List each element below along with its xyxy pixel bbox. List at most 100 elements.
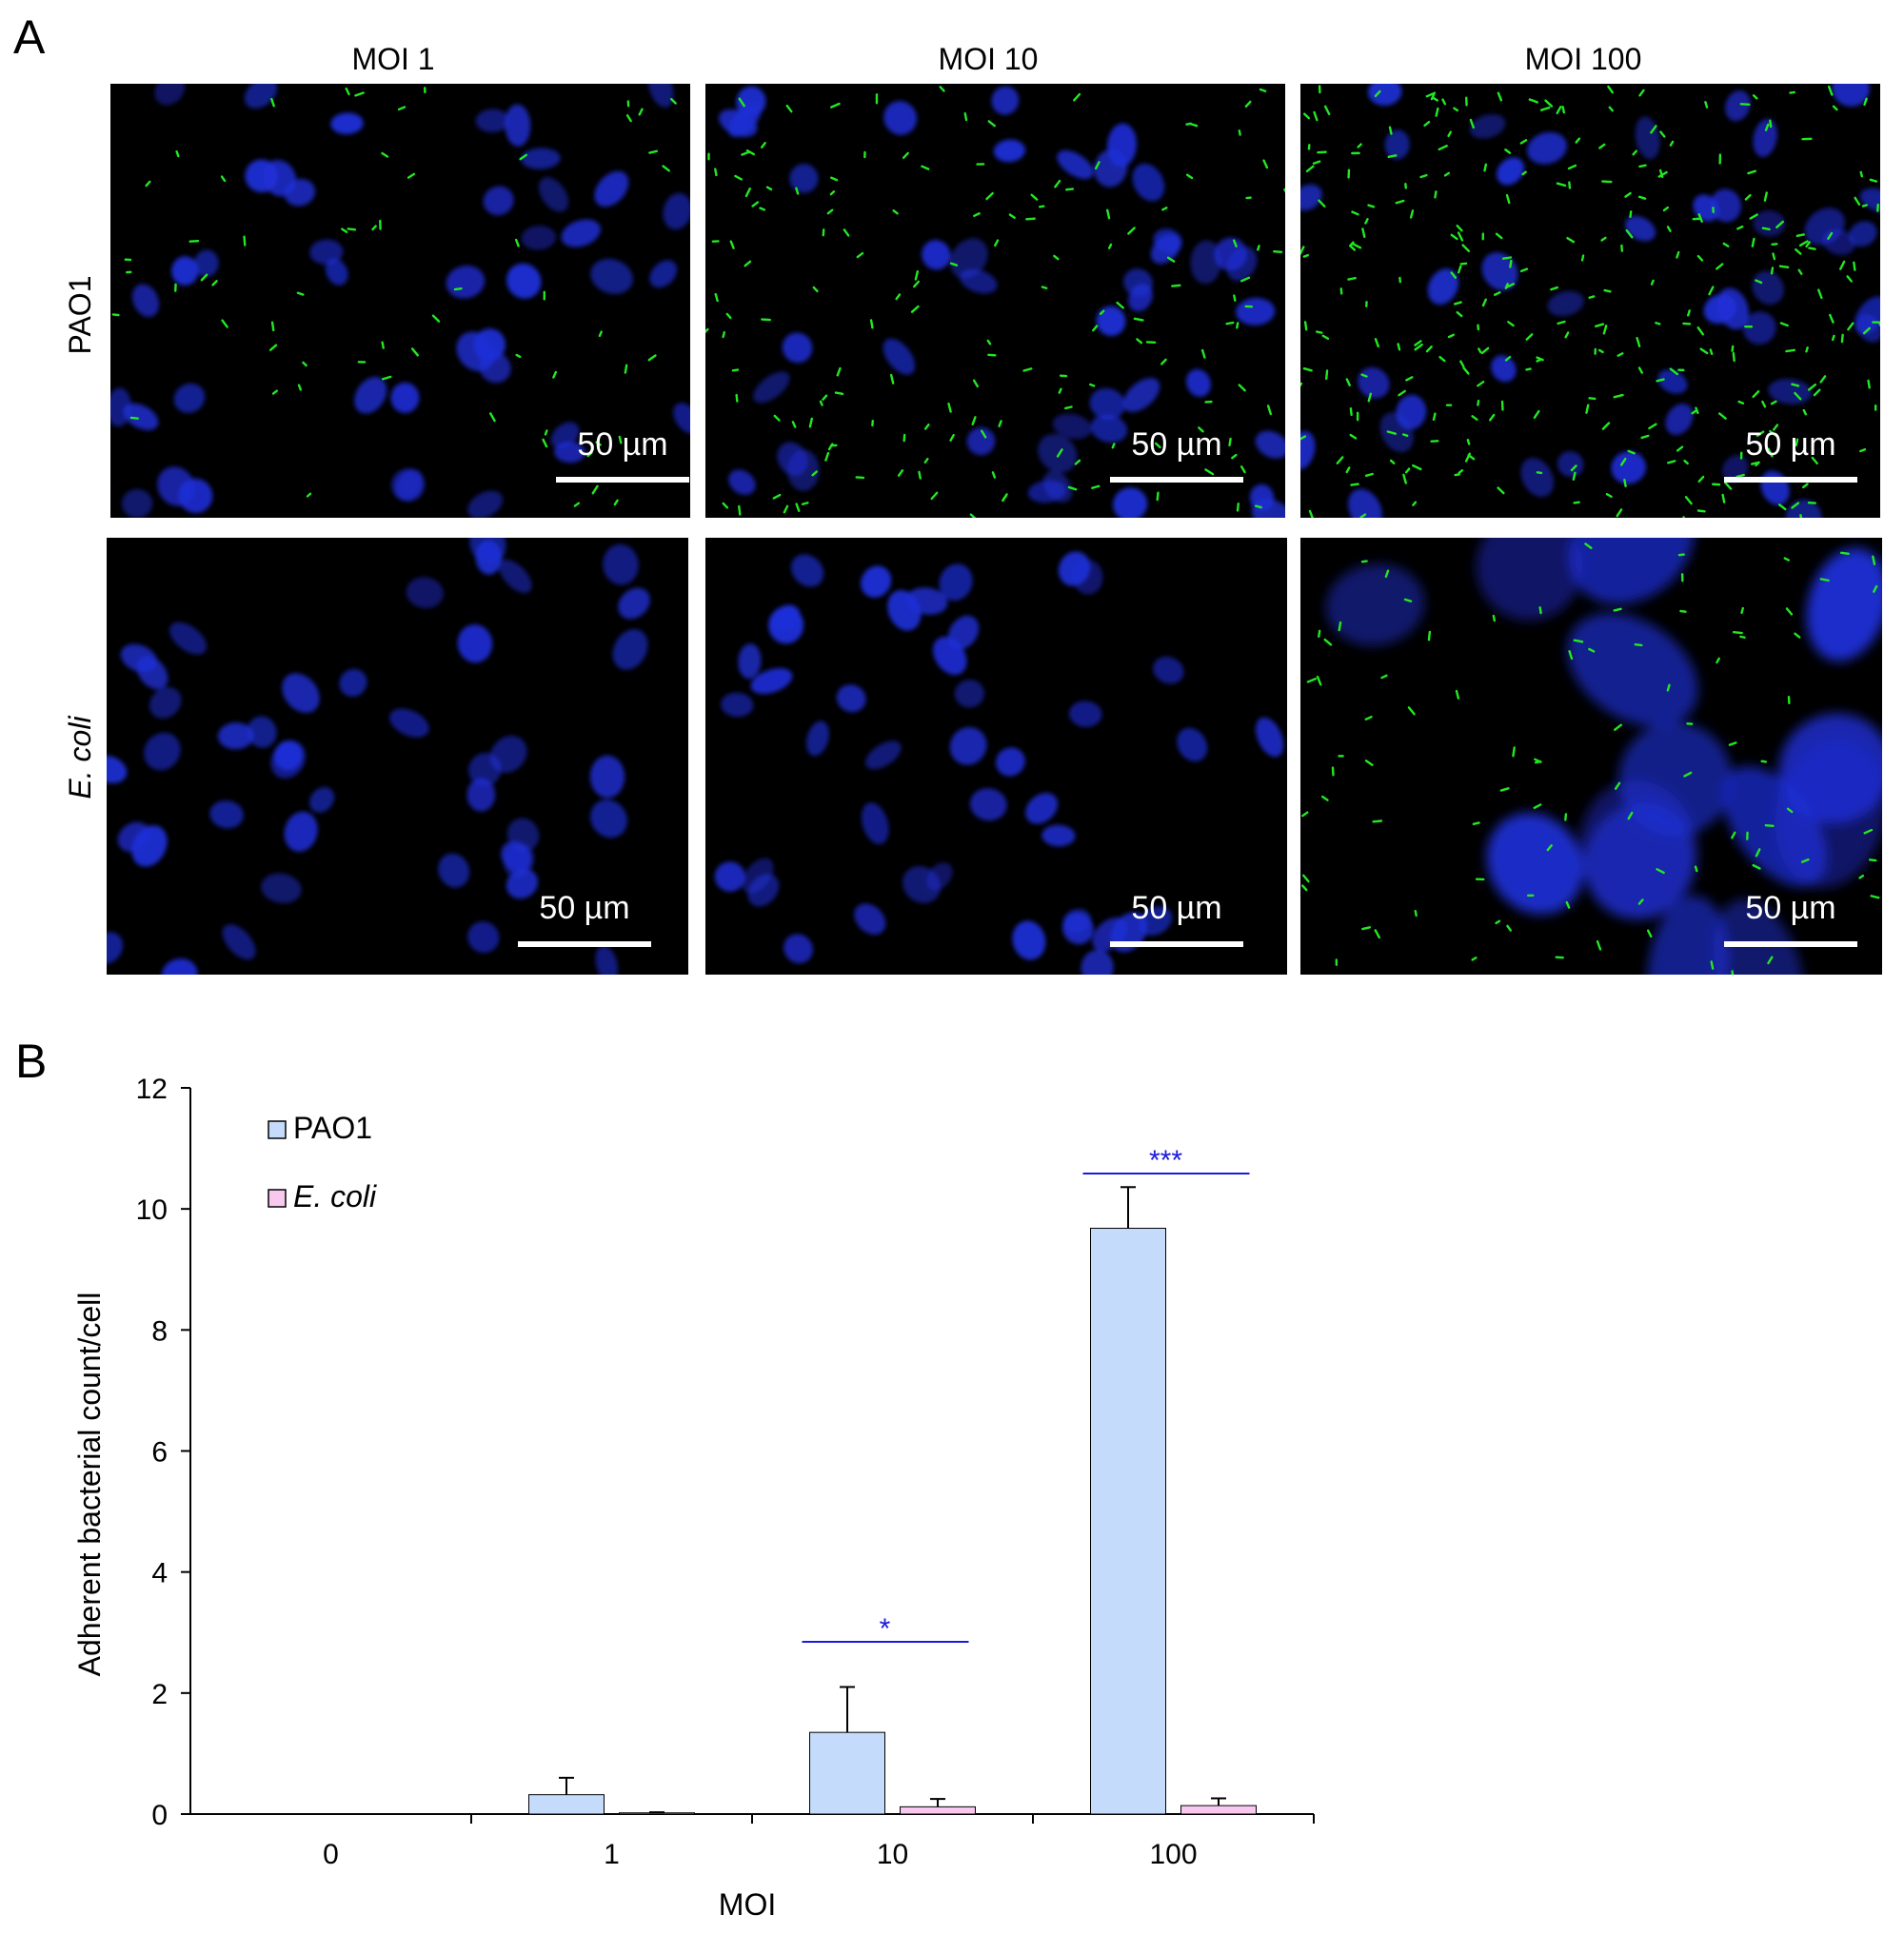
bacterium (1709, 348, 1714, 356)
bacterium (1255, 504, 1262, 509)
scale-bar (1724, 477, 1857, 483)
bacterium (1658, 168, 1664, 179)
nucleus (738, 643, 762, 680)
nucleus (1806, 547, 1882, 661)
nucleus (121, 488, 153, 518)
bacterium (515, 353, 522, 359)
bacterium (1166, 256, 1176, 263)
nucleus (1611, 451, 1646, 484)
bacterium (1737, 400, 1745, 405)
bacterium (1380, 674, 1388, 680)
bacterium (1105, 208, 1111, 220)
nucleus (475, 109, 509, 133)
nucleus (245, 159, 278, 193)
bacterium (1647, 929, 1653, 938)
bacterium (1325, 369, 1329, 381)
bacterium (897, 469, 904, 477)
nucleus (806, 720, 829, 757)
bacterium (1831, 334, 1835, 342)
bacterium (573, 502, 581, 507)
column-label-moi-10: MOI 10 (938, 42, 1039, 76)
bacterium (1839, 551, 1850, 555)
bacterium (1495, 919, 1501, 925)
bacterium (1858, 874, 1865, 879)
bacterium (1389, 459, 1396, 464)
nucleus (325, 258, 348, 286)
bacterium (1760, 760, 1767, 763)
bacterium (1683, 771, 1693, 778)
bacterium (1351, 210, 1359, 216)
bacterium (1471, 957, 1478, 961)
bacterium (1827, 85, 1834, 96)
bacterium (188, 239, 200, 243)
bacterium (1316, 330, 1323, 334)
nucleus (505, 104, 531, 147)
bacterium (834, 391, 844, 395)
bacterium (1862, 326, 1871, 335)
nucleus (1710, 188, 1742, 223)
bacterium (1316, 675, 1322, 686)
bacterium (1364, 472, 1374, 478)
scale-bar-label: 50 µm (1131, 890, 1222, 926)
bacterium (1807, 383, 1817, 391)
bacterium (783, 504, 789, 514)
scale-bar-label: 50 µm (577, 426, 668, 463)
nucleus (1481, 252, 1518, 291)
bacterium (1752, 390, 1760, 399)
bacterium (1185, 173, 1194, 180)
bacterium (1409, 209, 1415, 219)
bacterium (638, 108, 644, 116)
bacterium (1778, 265, 1790, 269)
bacterium (735, 393, 739, 403)
bacterium (1797, 268, 1803, 275)
nucleus (1358, 366, 1390, 399)
bacterium (1811, 456, 1818, 465)
bacterium (1423, 120, 1431, 128)
bacterium (1783, 557, 1790, 562)
bacterium (1588, 647, 1596, 653)
nucleus (149, 686, 182, 719)
nucleus (550, 422, 580, 449)
bacterium (1402, 433, 1409, 438)
bacterium (973, 212, 981, 218)
nucleus (1153, 656, 1184, 684)
bacterium (1360, 373, 1368, 378)
bacterium (1056, 448, 1063, 458)
bacterium (1696, 326, 1704, 336)
bacterium (773, 414, 781, 422)
bacterium (744, 187, 751, 198)
bacterium (145, 180, 151, 187)
bacterium (1601, 422, 1611, 430)
bacterium (1455, 689, 1460, 700)
bacterium (1740, 606, 1744, 615)
bacterium (1350, 483, 1359, 486)
bacterium (889, 373, 895, 385)
bacterium (410, 347, 420, 357)
bacterium (1471, 415, 1478, 421)
nucleus (1742, 311, 1776, 345)
bacterium (869, 319, 874, 329)
nucleus (438, 853, 470, 888)
nucleus (736, 86, 766, 117)
bacterium (1414, 340, 1422, 346)
bacterium (1749, 213, 1758, 220)
bacterium (1313, 110, 1319, 122)
bacterium (1847, 322, 1854, 331)
significance-marker: *** (1149, 1145, 1182, 1176)
nucleus (1052, 413, 1092, 440)
nucleus (949, 726, 987, 765)
nucleus (714, 861, 745, 892)
bacterium (1802, 408, 1807, 416)
bacterium (1863, 97, 1868, 107)
bacterium (1412, 464, 1422, 471)
panel-b-letter: B (15, 1035, 48, 1088)
bacterium (1412, 501, 1418, 506)
bacterium (949, 262, 959, 266)
bacterium (1567, 164, 1577, 170)
bacterium (1772, 424, 1779, 431)
bacterium (1414, 343, 1423, 351)
bacterium (1519, 139, 1528, 145)
bacterium (1799, 513, 1803, 518)
nucleus (603, 543, 639, 585)
nucleus (883, 338, 916, 375)
